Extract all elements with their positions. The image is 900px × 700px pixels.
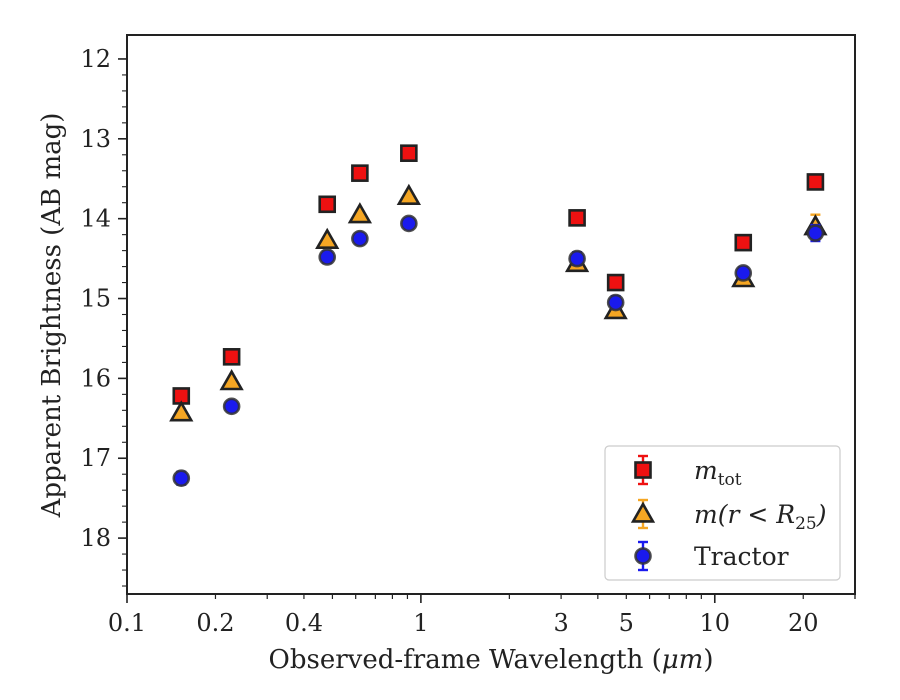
marker-triangle [396,183,421,206]
data-point-triangle [347,202,373,224]
data-point-circle [351,229,369,248]
x-tick-label: 3 [553,609,568,637]
legend-marker-square [634,461,652,479]
y-axis-label: Apparent Brightness (AB mag) [37,113,67,519]
data-point-circle [606,293,625,312]
data-point-circle [400,214,418,233]
marker-circle [222,397,241,416]
legend-item-circle: Tractor [634,540,789,572]
marker-circle [172,469,191,488]
data-point-square [606,273,625,292]
data-point-circle [734,264,753,282]
data-point-square [400,144,418,162]
marker-square [318,195,337,214]
series-circle [172,214,825,488]
y-tick-label: 17 [80,444,111,472]
x-axis: 0.1 0.2 0.4 1 3 5 10 20 [108,594,856,637]
data-point-triangle [396,183,421,206]
x-tick-label: 20 [788,609,819,637]
marker-square [222,348,241,366]
marker-square [400,144,418,162]
marker-circle [806,224,825,242]
marker-triangle [347,202,373,224]
marker-circle [351,229,369,248]
data-point-square [318,195,337,214]
data-point-triangle [315,227,340,249]
data-point-square [351,164,369,182]
x-tick-label: 0.1 [108,609,146,637]
marker-circle [734,264,753,282]
data-point-triangle [219,369,244,391]
marker-triangle [219,369,244,391]
legend: mtot m(r < R25) Tractor [604,445,841,581]
x-tick-label: 5 [619,609,634,637]
legend-box [604,445,841,581]
data-point-circle [806,223,825,243]
marker-triangle [169,400,194,422]
y-tick-label: 14 [80,205,111,233]
data-point-circle [568,249,586,268]
marker-square [806,173,825,191]
x-axis-label: Observed-frame Wavelength (μm) [269,645,714,675]
marker-square [568,209,586,227]
data-point-square [222,348,241,366]
data-point-square [568,209,586,227]
series-square [172,144,825,405]
y-tick-label: 15 [80,285,111,313]
marker-circle [606,293,625,312]
marker-circle [318,248,337,266]
legend-item-triangle: m(r < R25) [630,498,826,534]
data-point-circle [318,248,337,266]
marker-square [734,233,753,252]
x-tick-label: 10 [700,609,731,637]
x-tick-label: 0.4 [285,609,323,637]
y-tick-label: 12 [80,45,111,73]
data-point-triangle [169,400,194,422]
data-point-square [734,233,753,252]
x-tick-label: 0.2 [196,609,234,637]
legend-marker-circle [634,547,652,565]
legend-label: m(r < R25) [694,500,826,534]
y-tick-label: 18 [80,524,111,552]
marker-circle [400,214,418,233]
x-tick-label: 1 [413,609,428,637]
y-tick-label: 13 [80,125,111,153]
y-axis: 12 13 14 15 16 17 18 [80,45,127,587]
data-point-circle [172,469,191,488]
marker-triangle [315,227,340,249]
legend-label: Tractor [694,542,789,571]
y-tick-label: 16 [80,364,111,392]
data-point-circle [222,397,241,416]
marker-square [606,273,625,292]
legend-item-square: mtot [634,454,742,490]
data-point-square [806,173,825,191]
marker-circle [568,249,586,268]
legend-label: mtot [694,456,742,490]
series-layer [169,144,828,488]
marker-square [351,164,369,182]
legend-marker-triangle [630,501,656,523]
